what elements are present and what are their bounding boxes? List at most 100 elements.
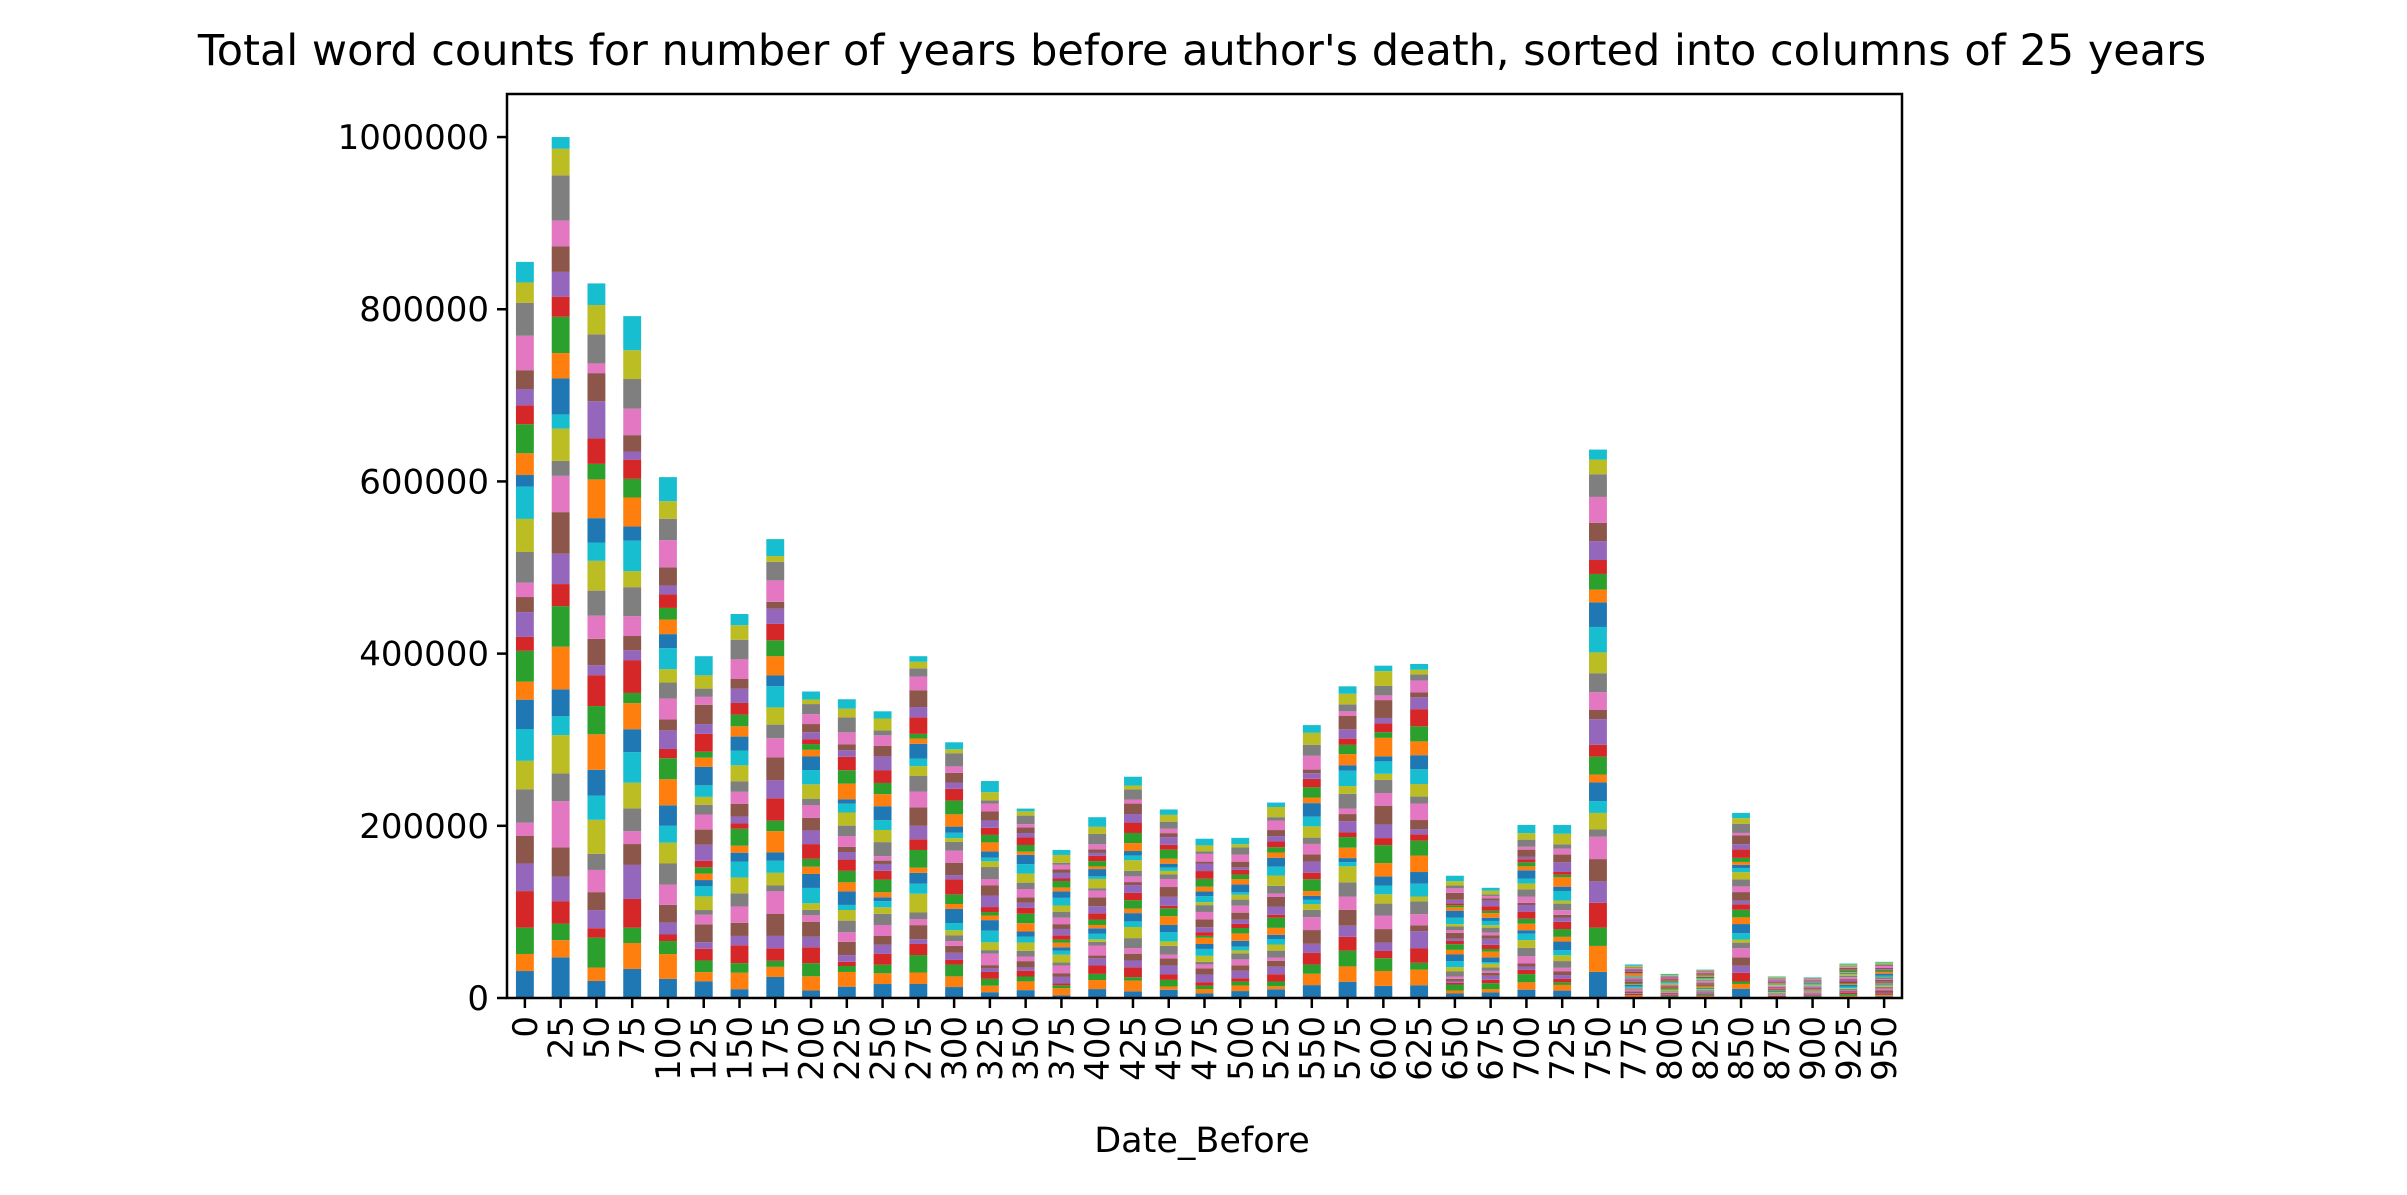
bar-segment [837,799,856,804]
bar-segment [802,817,820,831]
bar-segment [1267,817,1285,821]
bar-stack-750 [1589,449,1607,998]
bar-segment [1553,877,1572,887]
bar-segment [1374,950,1393,959]
bar-segment [515,261,534,283]
bar-segment [1267,927,1285,935]
bar-segment [1124,776,1142,786]
bar-segment [1410,803,1429,821]
bar-segment [1267,974,1285,982]
bar-segment [730,935,749,946]
bar-segment [1124,860,1142,871]
bar-segment [659,594,677,608]
bar-segment [1517,974,1536,983]
bar-segment [1553,941,1572,951]
bar-segment [766,913,785,936]
bar-segment [623,831,642,845]
bar-segment [1624,982,1643,985]
bar-segment [1159,858,1178,864]
bar-segment [1589,673,1607,693]
bar-segment [909,668,928,677]
bar-segment [1481,895,1500,899]
bar-segment [694,860,713,868]
bar-segment [802,691,820,700]
bar-segment [1231,965,1250,971]
bar-segment [694,981,713,998]
bar-segment [694,924,713,943]
bar-segment [1410,755,1429,770]
bar-segment [1696,972,1715,974]
bar-segment [659,779,677,806]
bar-segment [1052,864,1071,870]
bar-segment [1553,844,1572,849]
bar-segment [1338,770,1357,787]
bar-segment [1624,968,1643,970]
bar-segment [1124,832,1142,844]
bar-segment [1445,875,1464,882]
bar-segment [1732,864,1750,868]
bar-segment [1410,925,1429,932]
bar-segment [515,729,534,761]
bar-segment [1052,935,1071,940]
bar-segment [1875,970,1894,972]
bar-segment [1696,984,1715,986]
bar-segment [1195,961,1214,965]
bar-segment [1732,823,1750,833]
bar-segment [1696,987,1715,989]
bar-segment [1696,994,1715,996]
bar-segment [515,370,534,390]
bar-segment [1732,835,1750,845]
y-tick-label: 0 [467,979,489,1019]
bar-segment [1302,872,1321,880]
bar-segment [1839,981,1858,984]
bar-segment [1445,907,1464,911]
bar-segment [802,784,820,799]
bar-segment [1159,924,1178,933]
bar-segment [1302,904,1321,910]
bar-segment [873,718,892,731]
bar-segment [837,955,856,962]
bar-segment [873,730,892,736]
bar-segment [551,512,570,554]
bar-segment [694,766,713,786]
bar-segment [659,805,677,826]
bar-segment [623,864,642,899]
bar-segment [766,852,785,861]
bar-segment [1267,893,1285,898]
bar-segment [873,879,892,893]
bar-segment [1589,902,1607,928]
bar-segment [873,897,892,902]
bar-segment [1732,832,1750,836]
bar-segment [980,857,999,862]
bar-segment [1875,981,1894,983]
bar-segment [1195,935,1214,938]
bar-segment [1732,844,1750,850]
bar-segment [587,638,606,666]
bar-segment [909,707,928,718]
bar-stack-475 [1195,838,1214,998]
bar-segment [1481,962,1500,964]
bar-segment [1875,973,1894,976]
bar-segment [766,608,785,624]
bar-segment [1016,854,1035,865]
bar-segment [802,921,820,937]
bar-segment [1767,992,1786,994]
bar-segment [1410,741,1429,756]
bar-segment [1338,925,1357,937]
bar-segment [1052,891,1071,898]
bar-segment [1839,983,1858,985]
bar-segment [909,758,928,767]
bar-segment [1088,878,1107,889]
bar-segment [802,873,820,888]
bar-segment [1338,832,1357,838]
bar-segment [587,463,606,480]
bar-segment [1231,861,1250,868]
x-tick-label: 150 [721,1016,761,1081]
bar-stack-125 [694,656,713,998]
bar-segment [1124,851,1142,856]
bar-segment [1624,964,1643,966]
bar-segment [909,791,928,808]
bar-segment [1589,836,1607,860]
bar-segment [1195,944,1214,949]
bar-segment [1231,867,1250,870]
